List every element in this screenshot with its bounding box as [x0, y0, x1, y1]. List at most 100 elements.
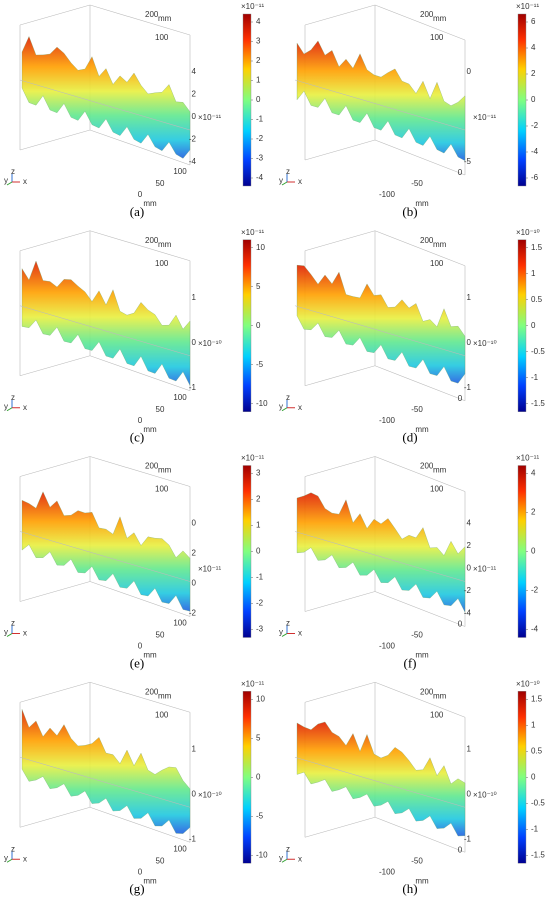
axis-label: 200 — [420, 687, 434, 696]
colorbar-tick-label: 10 — [256, 243, 265, 252]
axis-label: -50 — [411, 856, 423, 865]
surface — [21, 709, 191, 834]
axis-label: 200 — [145, 10, 159, 19]
colorbar-tick-label: 0.5 — [531, 295, 543, 304]
plane-line — [19, 756, 191, 808]
z-exponent: ×10⁻¹¹ — [473, 565, 496, 574]
axis-label: mm — [158, 466, 172, 475]
triad-label: y — [279, 176, 283, 185]
panel: 200 mm100420-2-4×10⁻¹¹-100-500mmyzx×10⁻¹¹… — [279, 454, 539, 671]
axis-label: 0 — [138, 867, 143, 876]
panel-label: (e) — [130, 655, 144, 670]
axis-label: 50 — [156, 631, 165, 640]
colorbar-tick-label: 0 — [531, 772, 536, 781]
plane-line — [294, 756, 466, 808]
colorbar-exponent: ×10⁻¹⁰ — [516, 679, 540, 688]
plane-line — [19, 79, 191, 131]
triad-label: z — [11, 844, 15, 853]
axis-box — [374, 816, 466, 853]
axis-label: 100 — [155, 710, 169, 719]
colorbar-tick-label: 3 — [256, 37, 261, 46]
triad-axis — [281, 407, 288, 412]
triad-label: z — [11, 167, 15, 176]
surface — [21, 260, 191, 386]
colorbar-tick-label: 0 — [531, 321, 536, 330]
z-tick-label: 1 — [192, 744, 197, 753]
axis-label: mm — [415, 425, 429, 434]
colorbar-tick-label: -2 — [256, 599, 264, 608]
colorbar-tick-label: 1 — [256, 76, 261, 85]
z-tick-label: 0 — [467, 564, 472, 573]
triad-label: y — [279, 853, 283, 862]
axis-label: mm — [433, 691, 447, 700]
plane-line — [19, 531, 191, 582]
axis-label: 100 — [155, 33, 169, 42]
z-tick-label: 2 — [192, 90, 197, 99]
colorbar-tick-label: -0.5 — [531, 798, 545, 807]
axis-label: mm — [143, 651, 157, 660]
z-tick-label: -1 — [464, 383, 472, 392]
axis-label: -50 — [411, 631, 423, 640]
surface — [296, 40, 466, 161]
triad-label: x — [23, 177, 27, 186]
colorbar-tick-label: -1.5 — [531, 399, 545, 408]
axis-label: 50 — [156, 856, 165, 865]
colorbar-tick-label: -10 — [256, 399, 268, 408]
axis-label: 100 — [430, 710, 444, 719]
axis-box — [304, 681, 376, 703]
z-tick-label: 0 — [467, 789, 472, 798]
axis-label: mm — [415, 199, 429, 208]
panel-label: (b) — [402, 204, 417, 219]
colorbar-tick-label: 0.5 — [531, 746, 543, 755]
triad-label: z — [286, 844, 290, 853]
colorbar-tick-label: -1 — [256, 573, 264, 582]
triad-label: y — [279, 402, 283, 411]
colorbar-tick-label: 0 — [531, 547, 536, 556]
colorbar-exponent: ×10⁻¹¹ — [241, 454, 264, 463]
axis-label: 200 — [145, 462, 159, 471]
colorbar-tick-label: 5 — [256, 282, 261, 291]
surface — [21, 36, 191, 159]
plane-line — [294, 305, 466, 357]
colorbar-tick-label: 10 — [256, 694, 265, 703]
axis-label: mm — [143, 425, 157, 434]
axis-label: mm — [143, 876, 157, 885]
colorbar-tick-label: 0 — [531, 95, 536, 104]
z-tick-label: -2 — [189, 135, 197, 144]
triad-label: y — [4, 402, 8, 411]
axis-box — [304, 139, 376, 161]
axis-label: mm — [433, 240, 447, 249]
axis-box — [89, 806, 191, 843]
colorbar — [517, 691, 527, 864]
colorbar-tick-label: 1 — [256, 521, 261, 530]
axis-label: 0 — [458, 845, 463, 854]
panel-label: (g) — [129, 881, 144, 896]
z-exponent: ×10⁻¹⁰ — [473, 790, 497, 799]
colorbar — [517, 13, 527, 187]
axis-label: 200 — [145, 687, 159, 696]
triad-label: z — [286, 619, 290, 628]
axis-label: 100 — [430, 259, 444, 268]
colorbar-tick-label: -2 — [531, 586, 539, 595]
axis-box — [304, 4, 376, 26]
axis-box — [304, 365, 376, 387]
panel-label: (f) — [404, 655, 417, 670]
axis-box — [89, 456, 191, 487]
triad-axis — [281, 181, 288, 186]
axis-box — [374, 681, 466, 718]
z-tick-label: -4 — [464, 609, 472, 618]
colorbar — [517, 465, 527, 638]
axis-label: mm — [433, 14, 447, 23]
axis-box — [19, 681, 91, 703]
colorbar-tick-label: -1 — [256, 115, 264, 124]
axis-label: mm — [143, 199, 157, 208]
axis-label: 100 — [155, 259, 169, 268]
panel-label: (c) — [130, 430, 144, 445]
z-tick-label: -2 — [189, 609, 197, 618]
triad-label: x — [298, 403, 302, 412]
axis-label: -50 — [411, 179, 423, 188]
surface — [296, 264, 466, 384]
z-exponent: ×10⁻¹¹ — [473, 113, 496, 122]
z-tick-label: 0 — [192, 789, 197, 798]
panel: 200 mm1000-5×10⁻¹¹-100-500mmyzx×10⁻¹¹6420… — [279, 2, 539, 219]
